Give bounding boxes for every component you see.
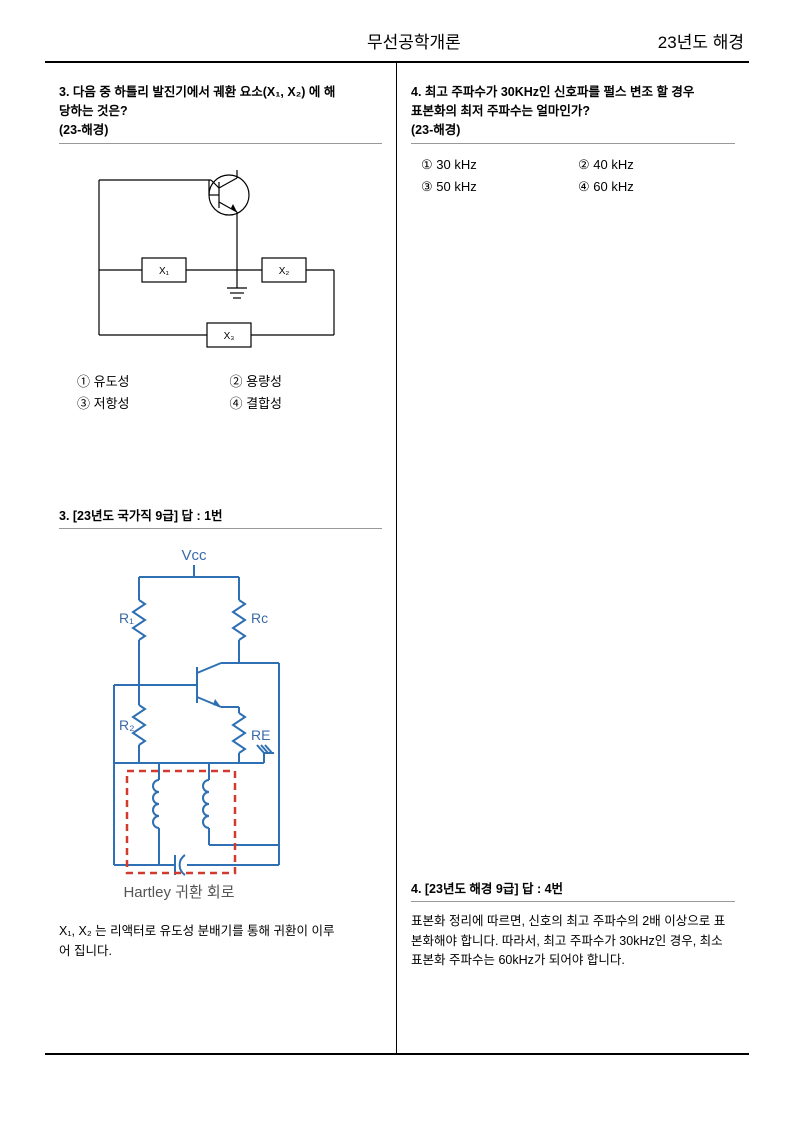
a3-explain-l2: 어 집니다. — [59, 944, 112, 958]
q4-choice-2: ② 40 kHz — [578, 154, 735, 176]
header-title: 무선공학개론 — [50, 28, 658, 53]
q3-stem: 3. 다음 중 하틀리 발진기에서 궤환 요소(X₁, X₂) 에 해 당하는 … — [59, 83, 382, 139]
a3-re-label: RE — [251, 727, 270, 743]
page-header: 무선공학개론 23년도 해경 — [0, 0, 794, 61]
a4-rule — [411, 901, 735, 902]
q4-choice-4: ④ 60 kHz — [578, 176, 735, 198]
question-4: 4. 최고 주파수가 30KHz인 신호파를 펄스 변조 할 경우 표본화의 최… — [411, 83, 735, 198]
a3-r2-label: R₂ — [119, 717, 135, 733]
q3-rule — [59, 143, 382, 144]
answer-3: 3. [23년도 국가직 9급] 답 : 1번 Vcc — [59, 505, 382, 961]
q4-choice-1: ① 30 kHz — [421, 154, 578, 176]
a3-vcc-label: Vcc — [181, 547, 207, 564]
a4-title: 4. [23년도 해경 9급] 답 : 4번 — [411, 878, 735, 897]
q4-rule — [411, 143, 735, 144]
q3-x3-label: X₃ — [224, 331, 235, 342]
q4-stem-line2: 표본화의 최저 주파수는 얼마인가? — [411, 104, 590, 118]
header-right: 23년도 해경 — [658, 28, 744, 53]
a3-rc-label: Rc — [251, 610, 268, 626]
right-column: 4. 최고 주파수가 30KHz인 신호파를 펄스 변조 할 경우 표본화의 최… — [397, 63, 749, 1053]
content-columns: 3. 다음 중 하틀리 발진기에서 궤환 요소(X₁, X₂) 에 해 당하는 … — [0, 63, 794, 1053]
a3-r1-label: R₁ — [119, 610, 134, 626]
q4-stem: 4. 최고 주파수가 30KHz인 신호파를 펄스 변조 할 경우 표본화의 최… — [411, 83, 735, 139]
question-3: 3. 다음 중 하틀리 발진기에서 궤환 요소(X₁, X₂) 에 해 당하는 … — [59, 83, 382, 415]
a3-rule — [59, 528, 382, 529]
q4-choice-3: ③ 50 kHz — [421, 176, 578, 198]
q3-choice-2: ② 용량성 — [230, 371, 383, 393]
q3-x1-label: X₁ — [159, 266, 170, 277]
a4-body: 표본화 정리에 따르면, 신호의 최고 주파수의 2배 이상으로 표본화해야 합… — [411, 912, 735, 970]
answer-4: 4. [23년도 해경 9급] 답 : 4번 표본화 정리에 따르면, 신호의 … — [411, 878, 735, 970]
q4-choices: ① 30 kHz ② 40 kHz ③ 50 kHz ④ 60 kHz — [411, 154, 735, 198]
left-column: 3. 다음 중 하틀리 발진기에서 궤환 요소(X₁, X₂) 에 해 당하는 … — [45, 63, 397, 1053]
a3-caption: Hartley 귀환 회로 — [123, 884, 234, 901]
a3-title: 3. [23년도 국가직 9급] 답 : 1번 — [59, 505, 382, 524]
bottom-rule — [45, 1053, 749, 1055]
a3-hartley-diagram: Vcc — [59, 539, 382, 916]
a3-explain-l1: X₁, X₂ 는 리액터로 유도성 분배기를 통해 귀환이 이루 — [59, 924, 335, 938]
q3-choices: ① 유도성 ② 용량성 ③ 저항성 ④ 결합성 — [59, 371, 382, 415]
q4-source: (23-해경) — [411, 123, 460, 137]
q4-stem-line1: 4. 최고 주파수가 30KHz인 신호파를 펄스 변조 할 경우 — [411, 85, 694, 99]
q3-stem-line2: 당하는 것은? — [59, 104, 128, 118]
q3-source: (23-해경) — [59, 123, 108, 137]
q3-circuit-diagram: X₁ X₂ X₃ — [59, 154, 382, 371]
q3-choice-1: ① 유도성 — [77, 371, 230, 393]
q3-choice-4: ④ 결합성 — [230, 393, 383, 415]
a3-explain: X₁, X₂ 는 리액터로 유도성 분배기를 통해 귀환이 이루 어 집니다. — [59, 922, 382, 961]
q3-choice-3: ③ 저항성 — [77, 393, 230, 415]
q3-x2-label: X₂ — [279, 266, 290, 277]
q3-stem-line1: 3. 다음 중 하틀리 발진기에서 궤환 요소(X₁, X₂) 에 해 — [59, 85, 335, 99]
